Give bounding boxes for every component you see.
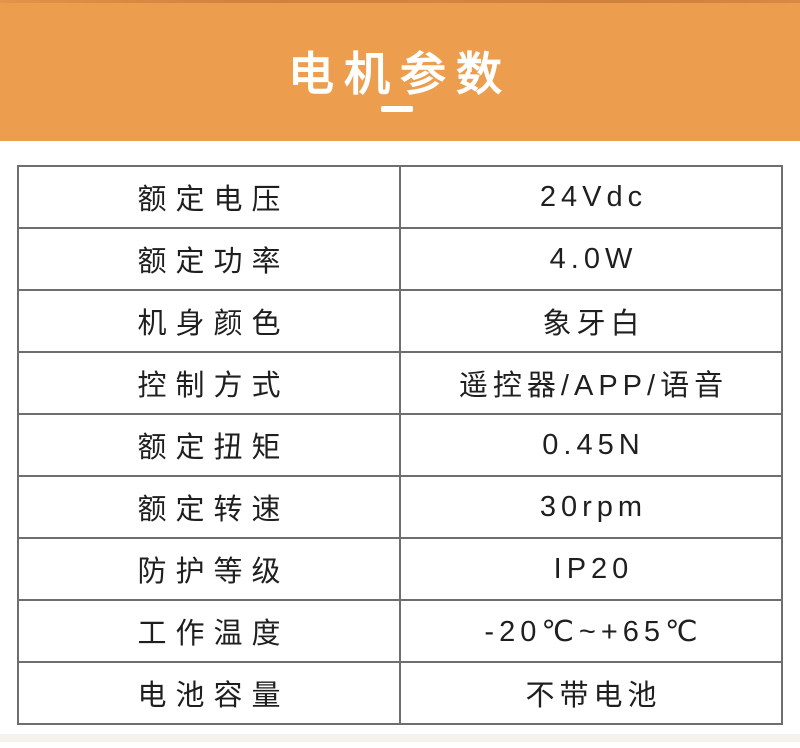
spec-value: 遥控器/APP/语音 bbox=[399, 351, 783, 415]
table-row: 额定电压 24Vdc bbox=[17, 165, 783, 229]
spec-label: 额定转速 bbox=[17, 475, 401, 539]
spec-table-container: 额定电压 24Vdc 额定功率 4.0W 机身颜色 象牙白 控制方式 遥控器/APP/语音 额定… bbox=[17, 165, 783, 725]
spec-value: 4.0W bbox=[399, 227, 783, 291]
table-row: 额定扭矩 0.45N bbox=[17, 413, 783, 477]
table-row: 机身颜色 象牙白 bbox=[17, 289, 783, 353]
spec-value: 不带电池 bbox=[399, 661, 783, 725]
spec-value: -20℃~+65℃ bbox=[399, 599, 783, 663]
spec-label: 额定扭矩 bbox=[17, 413, 401, 477]
previous-section-remnant bbox=[0, 0, 800, 3]
table-row: 工作温度 -20℃~+65℃ bbox=[17, 599, 783, 663]
table-row: 防护等级 IP20 bbox=[17, 537, 783, 601]
spec-value: 24Vdc bbox=[399, 165, 783, 229]
spec-label: 控制方式 bbox=[17, 351, 401, 415]
table-row: 额定功率 4.0W bbox=[17, 227, 783, 291]
spec-value: IP20 bbox=[399, 537, 783, 601]
section-title: 电机参数 bbox=[288, 48, 512, 100]
title-underline-dash bbox=[381, 106, 413, 112]
next-section-divider bbox=[0, 734, 800, 742]
spec-label: 额定功率 bbox=[17, 227, 401, 291]
spec-value: 30rpm bbox=[399, 475, 783, 539]
section-header: 电机参数 bbox=[0, 0, 800, 141]
spec-label: 电池容量 bbox=[17, 661, 401, 725]
table-row: 额定转速 30rpm bbox=[17, 475, 783, 539]
table-row: 控制方式 遥控器/APP/语音 bbox=[17, 351, 783, 415]
spec-label: 工作温度 bbox=[17, 599, 401, 663]
spec-value: 象牙白 bbox=[399, 289, 783, 353]
table-row: 电池容量 不带电池 bbox=[17, 661, 783, 725]
spec-value: 0.45N bbox=[399, 413, 783, 477]
spec-label: 额定电压 bbox=[17, 165, 401, 229]
spec-label: 防护等级 bbox=[17, 537, 401, 601]
spec-label: 机身颜色 bbox=[17, 289, 401, 353]
spec-table: 额定电压 24Vdc 额定功率 4.0W 机身颜色 象牙白 控制方式 遥控器/APP/语音 额定… bbox=[17, 165, 783, 725]
spec-table-body: 额定电压 24Vdc 额定功率 4.0W 机身颜色 象牙白 控制方式 遥控器/APP/语音 额定… bbox=[17, 165, 783, 725]
